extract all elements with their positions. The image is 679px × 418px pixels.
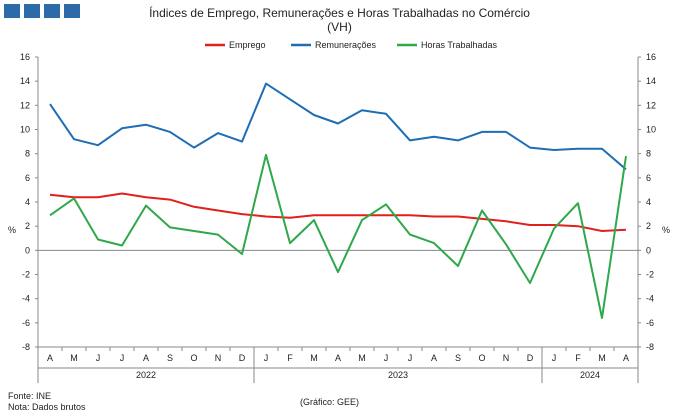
y-tick-label-right: -6 <box>646 318 654 328</box>
x-tick-label: D <box>239 353 246 363</box>
chart-credit: (Gráfico: GEE) <box>300 397 360 407</box>
x-tick-label: J <box>384 353 389 363</box>
y-tick-label-right: 8 <box>646 149 651 159</box>
series-line <box>49 192 627 232</box>
y-tick-label-left: 2 <box>25 221 30 231</box>
y-axis-label-left: % <box>8 225 16 235</box>
logo-block <box>24 4 40 18</box>
chart-title: Índices de Emprego, Remunerações e Horas… <box>149 6 530 20</box>
x-tick-label: N <box>215 353 222 363</box>
x-tick-label: S <box>455 353 461 363</box>
x-tick-label: J <box>120 353 125 363</box>
y-tick-label-right: 2 <box>646 221 651 231</box>
data-note: Nota: Dados brutos <box>8 402 86 412</box>
legend-label: Horas Trabalhadas <box>421 40 498 50</box>
x-tick-label: A <box>623 353 629 363</box>
y-tick-label-right: 4 <box>646 197 651 207</box>
y-tick-label-left: 10 <box>20 125 30 135</box>
source-note: Fonte: INE <box>8 391 52 401</box>
x-tick-label: J <box>264 353 269 363</box>
x-tick-label: O <box>478 353 485 363</box>
x-tick-label: D <box>527 353 534 363</box>
x-tick-label: M <box>70 353 78 363</box>
y-tick-label-left: -6 <box>22 318 30 328</box>
y-tick-label-right: -8 <box>646 342 654 352</box>
x-tick-label: J <box>408 353 413 363</box>
y-tick-label-right: 6 <box>646 173 651 183</box>
y-tick-label-left: 16 <box>20 52 30 62</box>
x-tick-label: J <box>96 353 101 363</box>
x-tick-label: S <box>167 353 173 363</box>
x-tick-label: J <box>552 353 557 363</box>
logo-block <box>4 4 20 18</box>
y-tick-label-left: 4 <box>25 197 30 207</box>
legend-label: Emprego <box>229 40 266 50</box>
y-tick-label-left: -4 <box>22 294 30 304</box>
y-tick-label-right: -2 <box>646 270 654 280</box>
legend-label: Remunerações <box>315 40 377 50</box>
x-tick-label: O <box>190 353 197 363</box>
y-tick-label-right: 12 <box>646 100 656 110</box>
chart-subtitle: (VH) <box>327 20 352 34</box>
x-tick-label: A <box>143 353 149 363</box>
y-tick-label-left: 12 <box>20 100 30 110</box>
x-tick-label: M <box>598 353 606 363</box>
series-line <box>49 153 627 319</box>
year-label: 2024 <box>580 370 600 380</box>
y-tick-label-left: -8 <box>22 342 30 352</box>
y-axis-label-right: % <box>662 225 670 235</box>
y-tick-label-right: 0 <box>646 245 651 255</box>
x-tick-label: M <box>358 353 366 363</box>
y-tick-label-left: 14 <box>20 76 30 86</box>
logo-block <box>44 4 60 18</box>
y-tick-label-right: 14 <box>646 76 656 86</box>
year-label: 2023 <box>388 370 408 380</box>
x-tick-label: N <box>503 353 510 363</box>
y-tick-label-left: 6 <box>25 173 30 183</box>
logo-block <box>64 4 80 18</box>
x-tick-label: A <box>47 353 53 363</box>
y-tick-label-left: 0 <box>25 245 30 255</box>
y-tick-label-right: 10 <box>646 125 656 135</box>
series-line <box>49 82 627 171</box>
y-tick-label-left: 8 <box>25 149 30 159</box>
x-tick-label: M <box>310 353 318 363</box>
y-tick-label-left: -2 <box>22 270 30 280</box>
year-label: 2022 <box>136 370 156 380</box>
y-tick-label-right: -4 <box>646 294 654 304</box>
x-tick-label: F <box>575 353 581 363</box>
x-tick-label: F <box>287 353 293 363</box>
x-tick-label: A <box>335 353 341 363</box>
x-tick-label: A <box>431 353 437 363</box>
y-tick-label-right: 16 <box>646 52 656 62</box>
